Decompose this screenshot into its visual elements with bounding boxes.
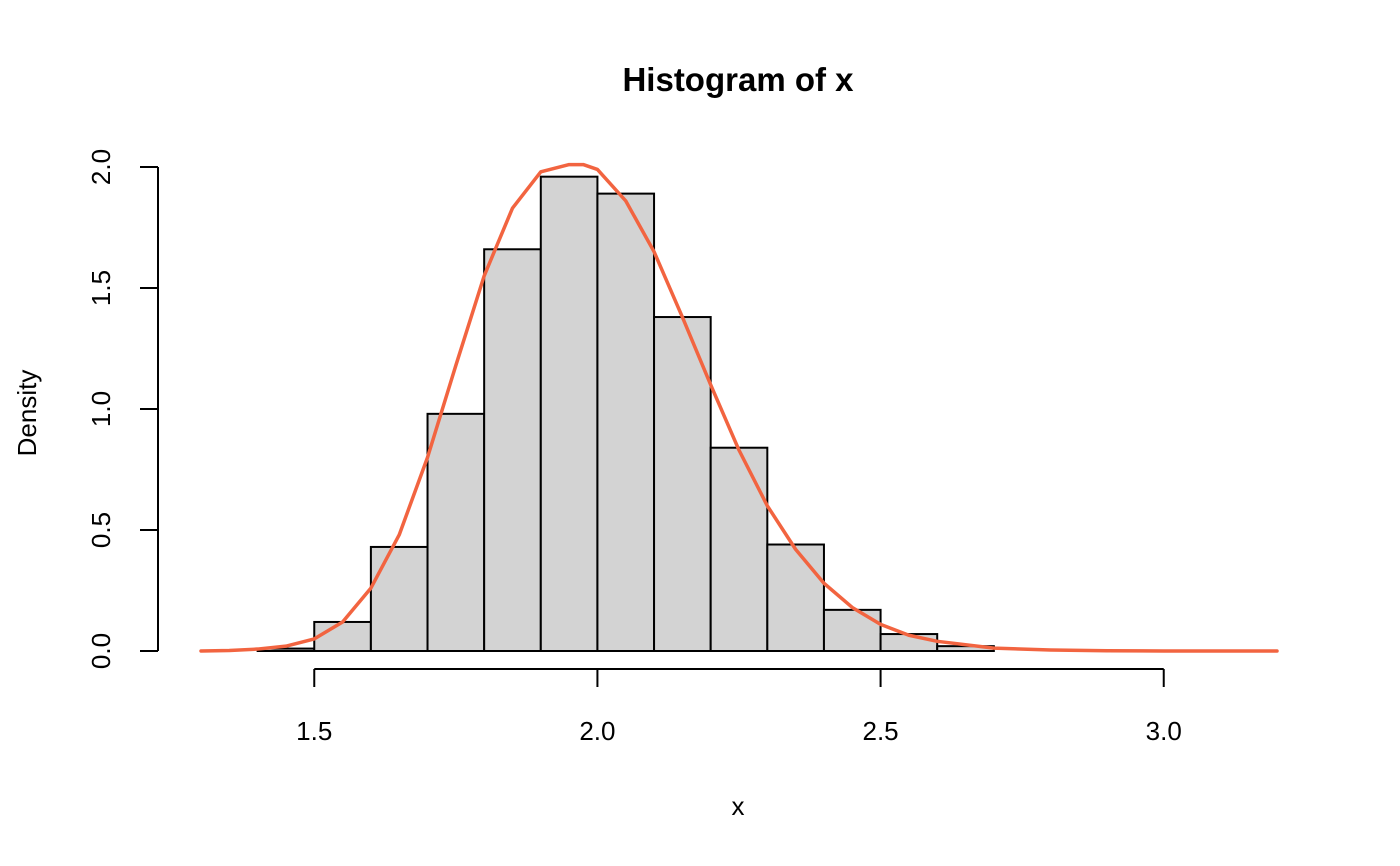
y-tick-label-4: 2.0 bbox=[86, 149, 116, 185]
x-tick-label-3: 3.0 bbox=[1146, 716, 1182, 746]
histogram-bar-9 bbox=[766, 543, 825, 653]
y-tick-label-2: 1.0 bbox=[86, 391, 116, 427]
histogram-bar-10 bbox=[822, 608, 882, 652]
density-curve-layer bbox=[199, 162, 1279, 653]
chart-title: Histogram of x bbox=[622, 61, 854, 98]
density-curve-line bbox=[199, 162, 1279, 653]
x-axis: 1.5 2.0 2.5 3.0 bbox=[296, 668, 1182, 746]
y-tick-label-1: 0.5 bbox=[86, 512, 116, 548]
histogram-bar-7 bbox=[653, 316, 712, 652]
histogram-bars bbox=[256, 175, 995, 653]
histogram-bar-8 bbox=[709, 446, 769, 652]
x-tick-label-1: 2.0 bbox=[579, 716, 615, 746]
histogram-bar-4 bbox=[483, 248, 542, 652]
x-tick-label-2: 2.5 bbox=[863, 716, 899, 746]
y-axis: 0.0 0.5 1.0 1.5 2.0 bbox=[86, 149, 159, 669]
histogram-bar-6 bbox=[596, 192, 656, 652]
y-tick-label-3: 1.5 bbox=[86, 270, 116, 306]
x-axis-label: x bbox=[732, 791, 745, 821]
y-axis-label: Density bbox=[12, 370, 42, 457]
histogram-bar-1 bbox=[313, 620, 372, 653]
y-tick-label-0: 0.0 bbox=[86, 633, 116, 669]
histogram-bar-2 bbox=[369, 545, 429, 652]
x-tick-label-0: 1.5 bbox=[296, 716, 332, 746]
histogram-bar-3 bbox=[426, 412, 486, 652]
histogram-bar-5 bbox=[539, 175, 599, 652]
